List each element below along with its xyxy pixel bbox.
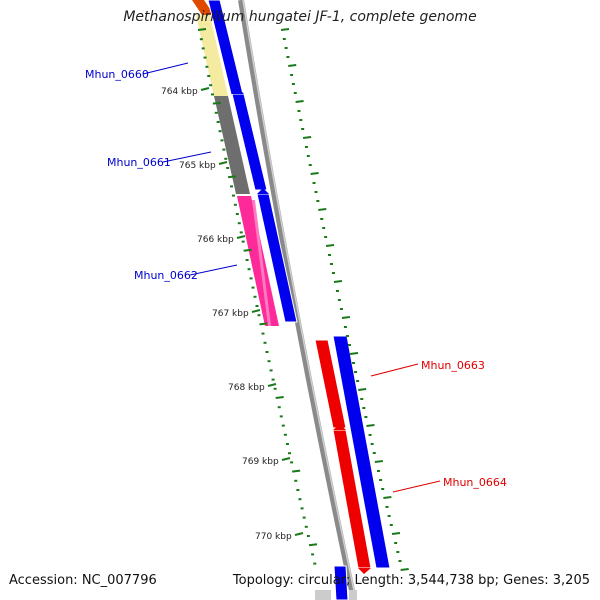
major-tick	[318, 208, 327, 211]
scale-label-tick	[267, 383, 277, 387]
accession-text: Accession: NC_007796	[9, 573, 157, 588]
scale-label-tick	[251, 309, 261, 313]
major-tick	[310, 172, 319, 175]
gene-callouts: Mhun_0660 Mhun_0661 Mhun_0662 Mhun_0663 Mhun…	[85, 62, 507, 493]
gene-callout-line	[370, 363, 419, 377]
major-tick	[280, 28, 290, 31]
feature-bands	[192, 0, 391, 600]
scale-label-tick	[236, 235, 246, 239]
gene-label-mhun-0662: Mhun_0662	[134, 269, 198, 282]
gene-label-mhun-0660: Mhun_0660	[85, 68, 149, 81]
major-tick	[341, 316, 351, 319]
major-tick	[333, 280, 343, 283]
cds-lower-forward	[332, 335, 391, 569]
gene-callout-line	[392, 480, 441, 493]
cds-arrowhead	[333, 424, 346, 430]
major-tick	[212, 101, 222, 105]
gene-callout-line	[189, 264, 238, 276]
tick-marks	[197, 28, 409, 571]
major-tick	[325, 244, 335, 247]
major-tick	[374, 460, 383, 463]
scale-labels: 764 kbp 765 kbp 766 kbp 767 kbp 768 kbp 769 k…	[161, 87, 304, 542]
major-tick	[275, 396, 284, 399]
major-tick	[295, 100, 304, 103]
major-tick	[349, 352, 359, 355]
cds-mhun-0663	[314, 339, 347, 429]
map-title: Methanospirillum hungatei JF-1, complete…	[123, 9, 477, 25]
major-tick	[308, 543, 318, 547]
scale-label: 766 kbp	[197, 235, 234, 245]
genome-backbone-highlight	[242, 0, 357, 600]
scale-label-tick	[218, 161, 228, 165]
scale-label-tick	[281, 457, 291, 461]
cog-band-mhun-0662	[237, 196, 279, 326]
gene-callout-line	[142, 62, 189, 75]
major-tick	[243, 248, 252, 252]
bottom-partial-feature	[315, 590, 331, 600]
gene-callout-line	[162, 151, 212, 163]
cds-arrowhead	[231, 88, 244, 94]
major-tick	[400, 568, 409, 571]
cds-arrowhead	[358, 568, 371, 574]
major-tick	[197, 28, 207, 31]
scale-label: 764 kbp	[161, 87, 198, 97]
bottom-partial-feature	[349, 590, 357, 600]
scale-label: 769 kbp	[242, 457, 279, 467]
cog-band-mhun-0662-highlight	[252, 200, 271, 326]
cds-bottom-forward	[333, 565, 349, 600]
scale-label-tick	[200, 87, 210, 91]
scale-label: 770 kbp	[255, 532, 292, 542]
major-tick	[383, 496, 392, 499]
cog-band-top	[192, 0, 214, 15]
scale-label: 767 kbp	[212, 309, 249, 319]
scale-label: 768 kbp	[228, 383, 265, 393]
major-tick	[302, 136, 312, 139]
cog-band-mhun-0660	[196, 15, 228, 96]
gene-label-mhun-0664: Mhun_0664	[443, 476, 507, 489]
major-tick	[391, 532, 401, 535]
major-tick	[288, 64, 297, 67]
cds-arrowhead	[257, 188, 269, 194]
genome-backbone	[238, 0, 357, 600]
major-tick	[292, 469, 301, 473]
major-tick	[366, 424, 375, 427]
major-tick	[259, 322, 268, 326]
cog-band-mhun-0661	[214, 96, 250, 194]
gene-label-mhun-0663: Mhun_0663	[421, 359, 485, 372]
genome-summary-text: Topology: circular; Length: 3,544,738 bp…	[232, 573, 590, 588]
scale-label: 765 kbp	[179, 161, 216, 171]
major-tick	[227, 175, 237, 179]
scale-label-tick	[294, 532, 304, 536]
gene-label-mhun-0661: Mhun_0661	[107, 156, 171, 169]
major-tick	[358, 388, 367, 391]
